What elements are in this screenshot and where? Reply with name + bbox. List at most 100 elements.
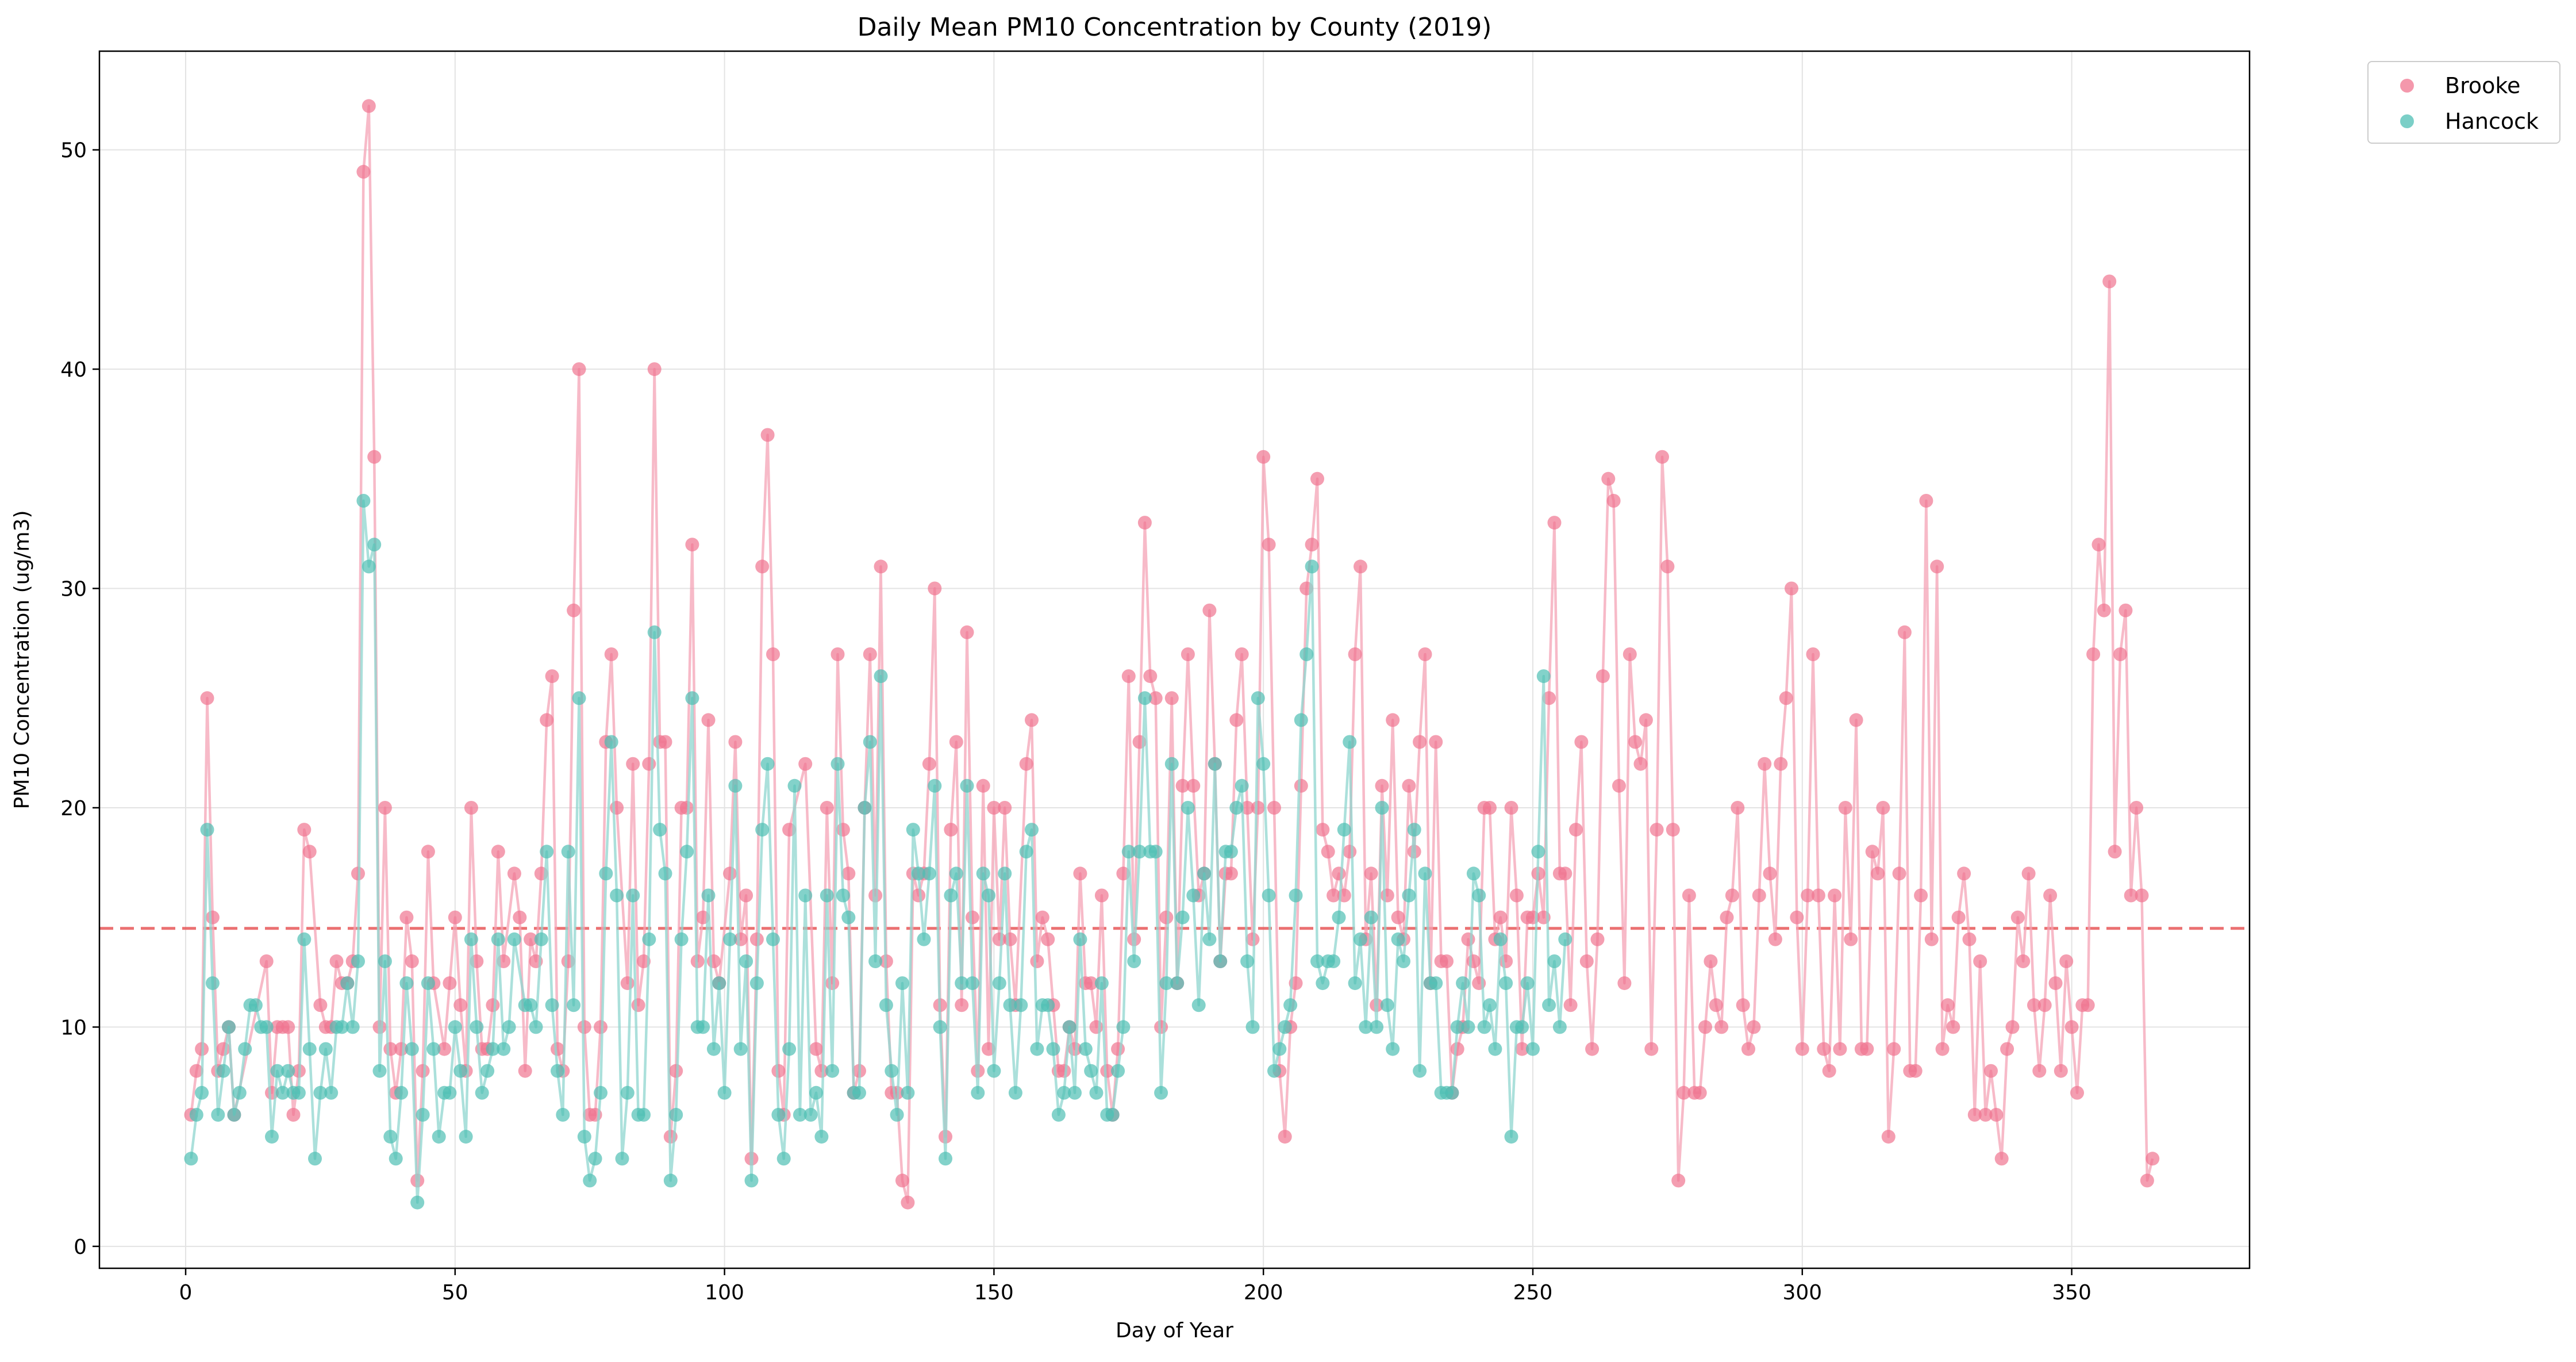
data-point-brooke: [1725, 888, 1739, 903]
data-point-hancock: [771, 1108, 786, 1122]
data-point-hancock: [1547, 954, 1562, 968]
data-point-hancock: [674, 932, 689, 946]
data-point-brooke: [1774, 757, 1788, 771]
data-point-hancock: [1450, 1020, 1464, 1034]
data-point-hancock: [776, 1152, 791, 1166]
data-point-brooke: [200, 691, 214, 705]
data-point-hancock: [265, 1130, 279, 1144]
data-point-brooke: [2102, 274, 2117, 289]
data-point-brooke: [1709, 998, 1723, 1012]
data-point-hancock: [464, 932, 478, 946]
data-point-brooke: [1677, 1085, 1691, 1100]
data-point-hancock: [922, 866, 936, 881]
data-point-brooke: [1973, 954, 1987, 968]
data-point-brooke: [1159, 910, 1174, 924]
data-point-hancock: [389, 1152, 403, 1166]
data-point-brooke: [820, 801, 834, 815]
data-point-hancock: [1337, 823, 1351, 837]
data-point-brooke: [1655, 450, 1669, 464]
data-point-hancock: [318, 1042, 333, 1056]
data-point-brooke: [1413, 735, 1427, 749]
data-point-brooke: [1354, 559, 1367, 574]
data-point-hancock: [1445, 1085, 1459, 1100]
data-point-brooke: [944, 823, 958, 837]
data-point-hancock: [637, 1108, 651, 1122]
data-point-brooke: [205, 910, 220, 924]
y-tick-label: 30: [60, 578, 87, 601]
data-point-brooke: [1671, 1173, 1686, 1188]
data-point-hancock: [1316, 976, 1330, 991]
data-point-brooke: [1164, 691, 1179, 705]
data-point-hancock: [599, 866, 613, 881]
data-point-hancock: [642, 932, 656, 946]
data-point-hancock: [620, 1085, 635, 1100]
data-point-brooke: [1833, 1042, 1847, 1056]
data-point-hancock: [561, 845, 575, 859]
y-tick-label: 10: [60, 1016, 87, 1039]
data-point-hancock: [787, 778, 802, 793]
data-point-hancock: [906, 823, 920, 837]
data-point-brooke: [1181, 647, 1195, 661]
data-point-hancock: [868, 954, 883, 968]
data-point-hancock: [470, 1020, 484, 1034]
data-point-brooke: [1461, 932, 1475, 946]
data-point-brooke: [1574, 735, 1589, 749]
data-point-brooke: [1919, 494, 1933, 508]
data-point-hancock: [998, 866, 1012, 881]
data-point-brooke: [367, 450, 382, 464]
data-point-brooke: [2032, 1064, 2047, 1078]
data-point-brooke: [1154, 1020, 1168, 1034]
data-point-brooke: [1951, 910, 1966, 924]
data-point-hancock: [647, 625, 662, 639]
data-point-hancock: [1359, 1020, 1373, 1034]
data-point-hancock: [663, 1173, 678, 1188]
data-point-hancock: [610, 888, 624, 903]
data-point-hancock: [1213, 954, 1228, 968]
data-point-brooke: [1267, 801, 1281, 815]
data-point-brooke: [1418, 647, 1432, 661]
data-point-hancock: [1181, 801, 1195, 815]
data-point-hancock: [852, 1085, 866, 1100]
data-point-hancock: [367, 538, 382, 552]
data-point-hancock: [1332, 910, 1346, 924]
data-point-brooke: [658, 735, 672, 749]
data-point-brooke: [1057, 1064, 1071, 1078]
data-point-brooke: [912, 888, 926, 903]
data-point-hancock: [749, 976, 764, 991]
data-point-hancock: [1229, 801, 1244, 815]
data-point-hancock: [1488, 1042, 1502, 1056]
data-point-brooke: [1137, 516, 1152, 530]
data-point-hancock: [874, 669, 888, 684]
data-point-hancock: [1191, 998, 1206, 1012]
data-point-brooke: [2091, 538, 2106, 552]
data-point-hancock: [863, 735, 877, 749]
data-point-brooke: [2119, 603, 2133, 617]
data-point-brooke: [610, 801, 624, 815]
data-point-brooke: [685, 538, 699, 552]
data-point-hancock: [416, 1108, 430, 1122]
data-point-hancock: [1159, 976, 1174, 991]
data-point-hancock: [1089, 1085, 1104, 1100]
data-point-hancock: [1240, 954, 1255, 968]
data-point-brooke: [464, 801, 478, 815]
data-point-hancock: [1402, 888, 1416, 903]
data-point-hancock: [836, 888, 850, 903]
data-point-brooke: [518, 1064, 532, 1078]
data-point-brooke: [895, 1173, 909, 1188]
data-point-hancock: [965, 976, 979, 991]
y-tick-label: 20: [60, 797, 87, 820]
data-point-brooke: [949, 735, 963, 749]
data-point-hancock: [405, 1042, 419, 1056]
data-point-brooke: [1515, 1042, 1529, 1056]
data-point-hancock: [491, 932, 505, 946]
data-point-hancock: [189, 1108, 203, 1122]
data-point-hancock: [944, 888, 958, 903]
data-point-hancock: [567, 998, 581, 1012]
data-point-hancock: [1456, 976, 1470, 991]
data-point-brooke: [1493, 910, 1508, 924]
data-point-hancock: [1094, 976, 1109, 991]
data-point-brooke: [1650, 823, 1664, 837]
data-point-hancock: [739, 954, 753, 968]
data-point-brooke: [1186, 778, 1201, 793]
data-point-hancock: [987, 1064, 1001, 1078]
